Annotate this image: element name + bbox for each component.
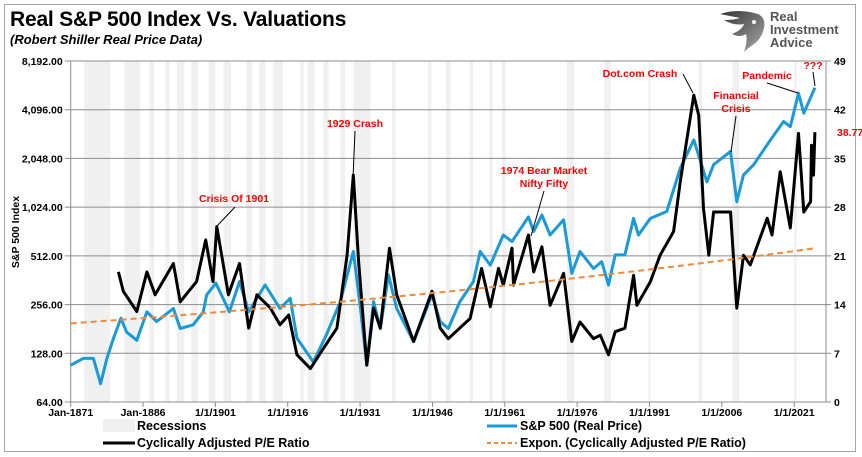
y-left-tick-label: 64.00 [36,397,62,409]
annotation-label: Pandemic [742,70,792,82]
eagle-logo-icon [720,11,765,52]
recession-band [191,61,199,402]
annotation-leader-line [352,130,356,179]
recession-band [648,61,651,402]
y-right-tick-label: 7 [834,348,840,360]
recession-band [124,61,141,402]
x-tick-label: 1/1/1946 [412,407,453,419]
y-right-tick-label: 0 [834,397,840,409]
y-left-tick-label: 256.00 [31,300,63,312]
annotation-leader-line [812,71,816,87]
y-right-tick-label: 21 [834,251,846,263]
recession-band [149,61,155,402]
y-left-tick-label: 512.00 [31,251,63,263]
chart-subtitle: (Robert Shiller Real Price Data) [10,32,203,47]
recession-band [604,61,611,402]
recession-band [566,61,575,402]
legend-label-sp500: S&P 500 (Real Price) [520,419,642,433]
x-tick-label: 1/1/2006 [701,407,742,419]
recession-band [323,61,329,402]
sp500-real-price-line [69,87,817,386]
cape-ratio-line [116,93,817,371]
chart-frame [4,4,856,452]
x-tick-label: 1/1/1976 [557,407,598,419]
logo-line: Investment [770,22,839,37]
recession-band [259,61,266,402]
logo-line: Advice [770,35,813,50]
y-left-tick-label: 128.00 [31,348,63,360]
recession-band [176,61,185,402]
x-tick-label: 1/1/2021 [774,407,815,419]
y-right-tick-label: 49 [834,56,846,68]
annotation-label: 1974 Bear Market [501,165,588,177]
y-axis-title: S&P 500 Index [10,196,22,268]
last-value-label: 38.77 [837,127,862,139]
recession-band [428,61,432,402]
recession-band [445,61,451,402]
annotation-label: Financial [713,90,759,102]
recession-band [469,61,473,402]
x-tick-label: Jan-1886 [121,407,166,419]
recession-band [84,61,111,402]
x-tick-label: 1/1/1931 [340,407,381,419]
recession-band [300,61,304,402]
y-left-tick-label: 4,096.00 [22,105,63,117]
recession-band [340,61,346,402]
recession-band [165,61,170,402]
y-right-tick-label: 28 [834,202,846,214]
recession-band [698,61,703,402]
annotation-leader-line [682,73,694,94]
legend-label-trend: Expon. (Cyclically Adjusted P/E Ratio) [520,436,746,450]
logo-text: Real Investment Advice [770,10,839,49]
annotation-label: ??? [803,60,822,72]
annotation-label: 1929 Crash [327,118,383,130]
annotation-label: Nifty Fifty [520,178,569,190]
legend-label-recessions: Recessions [137,419,207,433]
y-right-tick-label: 42 [834,105,846,117]
x-tick-label: 1/1/1961 [484,407,525,419]
annotation-label: Crisis Of 1901 [199,193,269,205]
annotation-leader-line [730,115,737,153]
recession-band [501,61,506,402]
recession-band [307,61,315,402]
annotation-leader-line [766,82,799,94]
annotation-label: Dot.com Crash [603,68,678,80]
recession-band [223,61,231,402]
recession-band [246,61,253,402]
annotation-leader-line [530,190,545,237]
recession-band [732,61,740,402]
cape-exponential-trendline [70,247,814,325]
logo-line: Real [770,9,798,24]
recession-band [489,61,493,402]
legend-swatch-recessions [103,419,135,432]
y-right-tick-label: 14 [834,300,846,312]
y-left-tick-label: 8,192.00 [22,56,63,68]
x-tick-label: 1/1/1916 [267,407,308,419]
recession-band [353,61,371,402]
y-left-tick-label: 1,024.00 [22,202,63,214]
x-tick-label: Jan-1871 [48,407,93,419]
recession-band [391,61,396,402]
chart-title: Real S&P 500 Index Vs. Valuations [10,8,347,31]
legend-label-cape: Cyclically Adjusted P/E Ratio [137,436,310,450]
y-right-tick-label: 35 [834,153,846,165]
annotation-leader-line [216,206,236,227]
recession-band [208,61,216,402]
y-left-tick-label: 2,048.00 [22,153,63,165]
recession-band [273,61,283,402]
recession-band [794,61,797,402]
x-tick-label: 1/1/1901 [195,407,236,419]
x-tick-label: 1/1/1991 [629,407,670,419]
annotation-label: Crisis [721,103,750,115]
logo: Real Investment Advice [718,8,848,52]
